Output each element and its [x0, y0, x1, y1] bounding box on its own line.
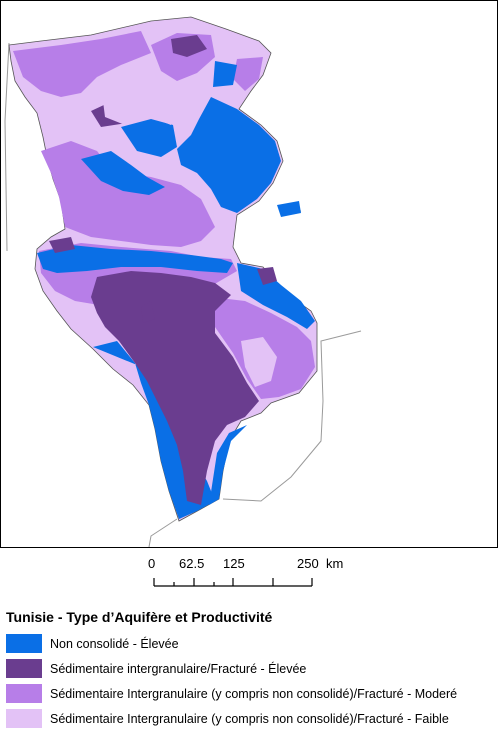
- legend-item-faible: Sédimentaire Intergranulaire (y compris …: [6, 709, 449, 728]
- legend-swatch: [6, 634, 42, 653]
- algeria-border-line: [4, 42, 10, 252]
- scale-label-0: 0: [148, 556, 156, 571]
- scale-label-125: 125: [223, 556, 245, 571]
- scale-unit: km: [326, 556, 344, 571]
- zones-non-consolide: [37, 61, 315, 519]
- legend-label: Sédimentaire Intergranulaire (y compris …: [50, 686, 458, 701]
- south-border-line: [148, 518, 178, 547]
- legend-item-non-consolide: Non consolidé - Élevée: [6, 634, 179, 653]
- legend-label: Sédimentaire Intergranulaire (y compris …: [50, 711, 449, 726]
- legend-item-modere: Sédimentaire Intergranulaire (y compris …: [6, 684, 457, 703]
- legend-item-intergranulaire-elevee: Sédimentaire intergranulaire/Fracturé - …: [6, 659, 306, 678]
- libya-border-line: [222, 330, 362, 502]
- scale-ticks: [153, 578, 313, 587]
- tunisia-map: [4, 16, 362, 547]
- scale-bar: 0 62.5 125 250 km: [140, 556, 360, 596]
- legend-label: Non consolidé - Élevée: [50, 636, 179, 651]
- legend-label: Sédimentaire intergranulaire/Fracturé - …: [50, 661, 307, 676]
- scale-label-62-5: 62.5: [179, 556, 205, 571]
- legend-swatch: [6, 684, 42, 703]
- map-frame: [0, 0, 498, 548]
- legend-swatch: [6, 659, 42, 678]
- legend-swatch: [6, 709, 42, 728]
- scale-label-250: 250: [297, 556, 319, 571]
- zones-faible-patches: [61, 75, 277, 387]
- legend-title: Tunisie - Type d’Aquifère et Productivit…: [6, 609, 273, 625]
